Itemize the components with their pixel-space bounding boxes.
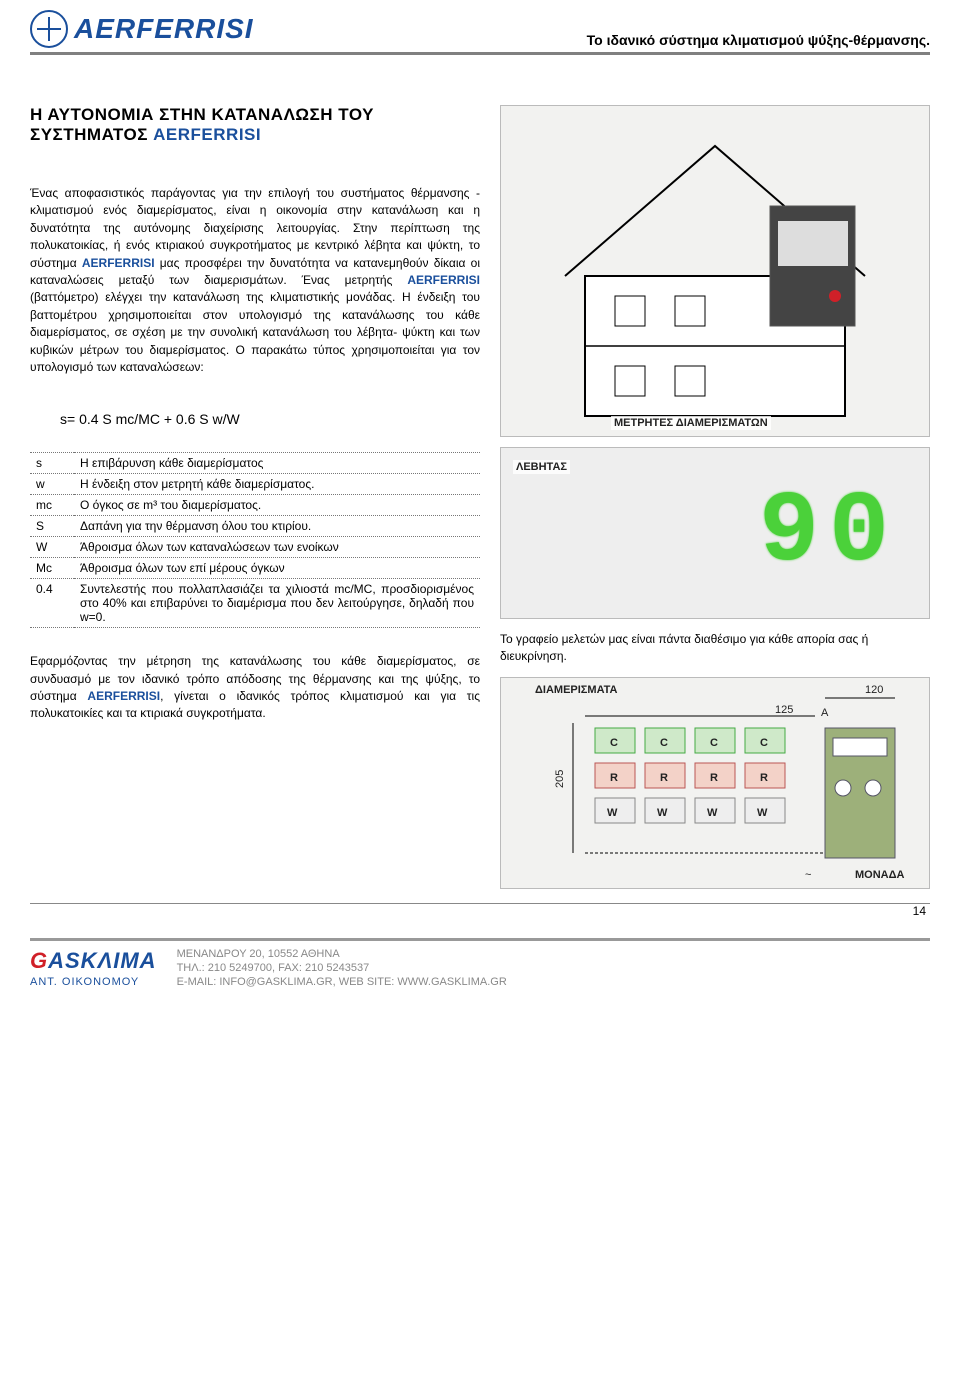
footer-logo: GASKΛIMA ΑΝΤ. ΟΙΚΟΝΟΜΟΥ [30,948,157,988]
svg-text:C: C [760,737,768,749]
def-text: Ο όγκος σε m³ του διαμερίσματος. [74,495,480,516]
table-row: mcΟ όγκος σε m³ του διαμερίσματος. [30,495,480,516]
def-symbol: w [30,474,74,495]
house-diagram: ΜΕΤΡΗΤΕΣ ΔΙΑΜΕΡΙΣΜΑΤΩΝ [500,105,930,437]
svg-text:R: R [760,772,768,784]
p1-brand2: AERFERRISI [407,273,480,287]
table-row: McΆθροισμα όλων των επί μέρους όγκων [30,558,480,579]
def-symbol: 0.4 [30,579,74,628]
apart-label: ΔΙΑΜΕΡΙΣΜΑΤΑ [535,684,617,696]
def-text: Η επιβάρυνση κάθε διαμερίσματος [74,453,480,474]
right-column: ΜΕΤΡΗΤΕΣ ΔΙΑΜΕΡΙΣΜΑΤΩΝ ΛΕΒΗΤΑΣ 90 Το γρα… [500,105,930,899]
title-brand: AERFERRISI [153,125,261,144]
brand-name: AERFERRISI [74,13,254,45]
gasklima-logo: GASKΛIMA [30,948,157,974]
table-row: WΆθροισμα όλων των καταναλώσεων των ενοί… [30,537,480,558]
def-text: Άθροισμα όλων των καταναλώσεων των ενοίκ… [74,537,480,558]
footer-contact: ΜΕΝΑΝΔΡΟΥ 20, 10552 ΑΘΗΝΑ ΤΗΛ.: 210 5249… [177,947,507,990]
svg-text:ΜΟΝΑΔΑ: ΜΟΝΑΔΑ [855,869,905,881]
svg-text:R: R [660,772,668,784]
intro-paragraph: Ένας αποφασιστικός παράγοντας για την επ… [30,185,480,376]
boiler-label: ΛΕΒΗΤΑΣ [513,460,570,474]
svg-text:C: C [710,737,718,749]
led-display: ΛΕΒΗΤΑΣ 90 [500,447,930,619]
meters-label: ΜΕΤΡΗΤΕΣ ΔΙΑΜΕΡΙΣΜΑΤΩΝ [611,416,771,430]
house-svg [501,106,929,436]
footer-address: ΜΕΝΑΝΔΡΟΥ 20, 10552 ΑΘΗΝΑ [177,947,507,961]
svg-text:120: 120 [865,684,883,696]
def-text: Άθροισμα όλων των επί μέρους όγκων [74,558,480,579]
definitions-table: sΗ επιβάρυνση κάθε διαμερίσματοςwΗ ένδει… [30,452,480,628]
p1-brand1: AERFERRISI [82,256,155,270]
def-text: Η ένδειξη στον μετρητή κάθε διαμερίσματο… [74,474,480,495]
svg-text:W: W [607,807,618,819]
gas-rest: ASKΛIMA [48,948,156,973]
page-title: Η ΑΥΤΟΝΟΜΙΑ ΣΤΗΝ ΚΑΤΑΝΑΛΩΣΗ ΤΟΥ ΣΥΣΤΗΜΑΤ… [30,105,480,145]
header-subtitle: Το ιδανικό σύστημα κλιματισμού ψύξης-θέρ… [587,32,930,48]
svg-text:205: 205 [554,769,566,787]
fan-icon [30,10,68,48]
svg-text:125: 125 [775,704,793,716]
page-number: 14 [30,903,930,918]
def-symbol: s [30,453,74,474]
svg-text:W: W [707,807,718,819]
apartments-diagram: ΔΙΑΜΕΡΙΣΜΑΤΑ 120 125 A C C C C R R R R [500,677,930,889]
gas-g: G [30,948,48,973]
led-value: 90 [759,477,899,590]
svg-text:R: R [610,772,618,784]
def-text: Δαπάνη για την θέρμανση όλου του κτιρίου… [74,516,480,537]
formula: s= 0.4 S mc/MC + 0.6 S w/W [60,411,480,427]
closing-paragraph: Εφαρμόζοντας την μέτρηση της κατανάλωσης… [30,653,480,723]
footer-sub: ΑΝΤ. ΟΙΚΟΝΟΜΟΥ [30,976,157,988]
footer: GASKΛIMA ΑΝΤ. ΟΙΚΟΝΟΜΟΥ ΜΕΝΑΝΔΡΟΥ 20, 10… [30,938,930,990]
right-note: Το γραφείο μελετών μας είναι πάντα διαθέ… [500,631,930,665]
svg-text:C: C [610,737,618,749]
def-symbol: S [30,516,74,537]
table-row: sΗ επιβάρυνση κάθε διαμερίσματος [30,453,480,474]
page-header: AERFERRISI Το ιδανικό σύστημα κλιματισμο… [30,10,930,55]
table-row: wΗ ένδειξη στον μετρητή κάθε διαμερίσματ… [30,474,480,495]
def-text: Συντελεστής που πολλαπλασιάζει τα χιλιοσ… [74,579,480,628]
svg-text:W: W [757,807,768,819]
p1c: (βαττόμετρο) ελέγχει την κατανάλωση της … [30,290,480,374]
def-symbol: mc [30,495,74,516]
apart-svg: ΔΙΑΜΕΡΙΣΜΑΤΑ 120 125 A C C C C R R R R [501,678,929,888]
content: Η ΑΥΤΟΝΟΜΙΑ ΣΤΗΝ ΚΑΤΑΝΑΛΩΣΗ ΤΟΥ ΣΥΣΤΗΜΑΤ… [30,105,930,899]
def-symbol: Mc [30,558,74,579]
svg-text:A: A [821,707,829,719]
svg-text:W: W [657,807,668,819]
svg-text:~: ~ [805,869,811,881]
table-row: SΔαπάνη για την θέρμανση όλου του κτιρίο… [30,516,480,537]
left-column: Η ΑΥΤΟΝΟΜΙΑ ΣΤΗΝ ΚΑΤΑΝΑΛΩΣΗ ΤΟΥ ΣΥΣΤΗΜΑΤ… [30,105,480,899]
svg-text:R: R [710,772,718,784]
svg-text:C: C [660,737,668,749]
footer-email: E-MAIL: info@gasklima.gr, WEB SITE: www.… [177,975,507,989]
p2-brand: AERFERRISI [87,689,160,703]
footer-phone: ΤΗΛ.: 210 5249700, FAX: 210 5243537 [177,961,507,975]
brand-logo: AERFERRISI [30,10,254,48]
def-symbol: W [30,537,74,558]
table-row: 0.4Συντελεστής που πολλαπλασιάζει τα χιλ… [30,579,480,628]
